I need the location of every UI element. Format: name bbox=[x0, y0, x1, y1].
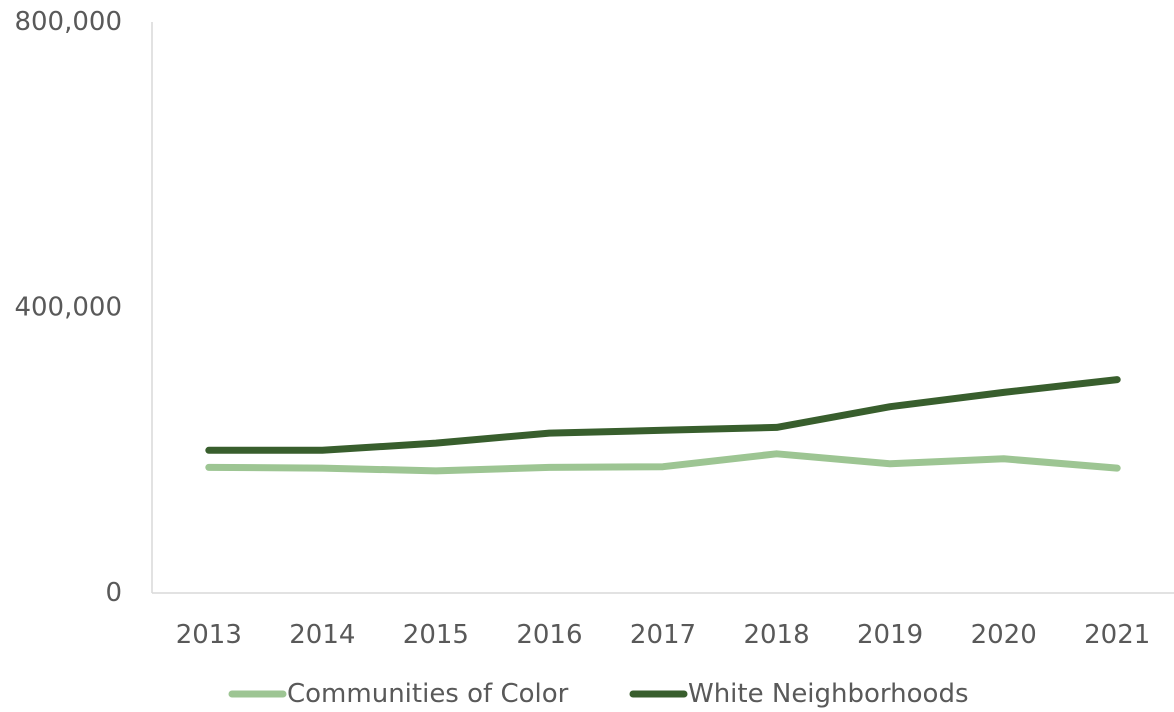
series-line-white-neighborhoods bbox=[205, 376, 1121, 454]
y-axis: 0 400,000 800,000 bbox=[14, 7, 153, 608]
x-tick-label: 2016 bbox=[516, 620, 582, 650]
legend-label: Communities of Color bbox=[287, 679, 569, 709]
x-tick-label: 2020 bbox=[971, 620, 1037, 650]
x-tick-label: 2017 bbox=[630, 620, 696, 650]
series-layer bbox=[205, 376, 1121, 475]
legend: Communities of Color White Neighborhoods bbox=[228, 679, 969, 709]
legend-item-white-neighborhoods: White Neighborhoods bbox=[629, 679, 969, 709]
x-tick-label: 2018 bbox=[743, 620, 809, 650]
x-tick-label: 2019 bbox=[857, 620, 923, 650]
x-tick-label: 2014 bbox=[289, 620, 355, 650]
x-axis: 2013 2014 2015 2016 2017 2018 2019 2020 2021 bbox=[152, 592, 1174, 650]
y-tick-label: 800,000 bbox=[14, 7, 122, 37]
y-tick-label: 0 bbox=[105, 578, 122, 608]
legend-label: White Neighborhoods bbox=[688, 679, 969, 709]
x-tick-label: 2013 bbox=[176, 620, 242, 650]
x-tick-label: 2015 bbox=[403, 620, 469, 650]
legend-item-communities-of-color: Communities of Color bbox=[228, 679, 569, 709]
y-tick-label: 400,000 bbox=[14, 293, 122, 323]
series-line-communities-of-color bbox=[205, 450, 1121, 475]
x-tick-label: 2021 bbox=[1084, 620, 1150, 650]
x-tick-labels: 2013 2014 2015 2016 2017 2018 2019 2020 2021 bbox=[176, 620, 1151, 650]
y-tick-labels: 0 400,000 800,000 bbox=[14, 7, 122, 608]
